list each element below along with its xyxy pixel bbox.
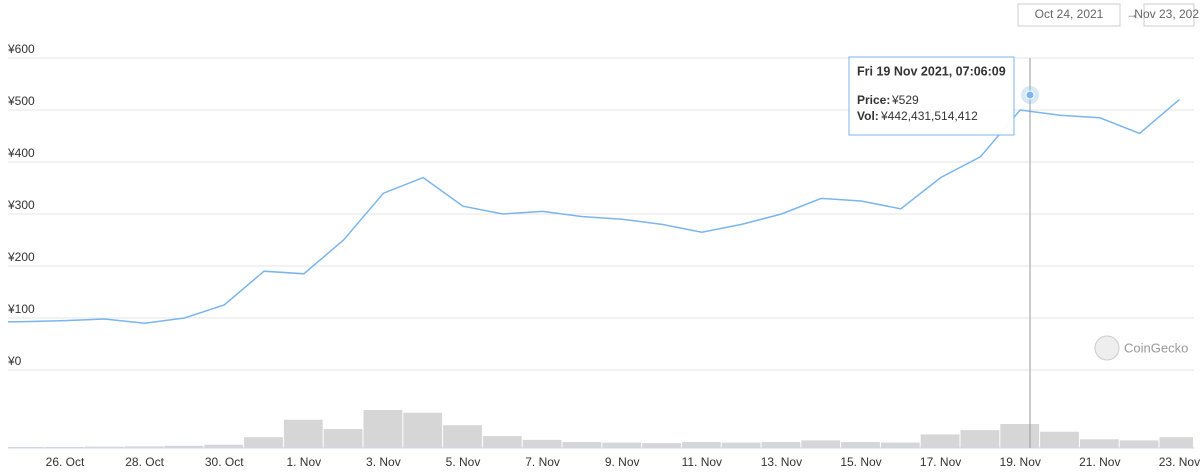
tooltip: Fri 19 Nov 2021, 07:06:09 Price: ¥529 Vo… bbox=[848, 56, 1015, 136]
watermark: CoinGecko bbox=[1094, 335, 1188, 361]
volume-bar bbox=[1159, 437, 1193, 448]
volume-bar bbox=[1079, 439, 1119, 448]
date-from[interactable]: Oct 24, 2021 bbox=[1035, 7, 1104, 21]
volume-bar bbox=[880, 442, 920, 448]
volume-bar bbox=[84, 446, 124, 448]
volume-bar bbox=[1000, 423, 1040, 448]
volume-bar bbox=[681, 442, 721, 448]
volume-bar bbox=[443, 425, 482, 448]
hover-point bbox=[1025, 90, 1035, 100]
tooltip-vol-label: Vol: bbox=[857, 109, 879, 123]
volume-bar bbox=[602, 442, 642, 448]
x-tick-label: 3. Nov bbox=[366, 455, 401, 469]
volume-bar bbox=[403, 412, 443, 448]
volume-bar bbox=[1119, 440, 1159, 448]
y-tick-label: ¥0 bbox=[7, 354, 22, 368]
volume-bar bbox=[283, 419, 323, 448]
watermark-text: CoinGecko bbox=[1124, 340, 1188, 355]
y-tick-label: ¥500 bbox=[7, 94, 35, 108]
volume-bar bbox=[124, 446, 164, 448]
y-tick-label: ¥600 bbox=[7, 42, 35, 56]
date-to[interactable]: Nov 23, 2021 bbox=[1134, 7, 1200, 21]
volume-bar bbox=[482, 436, 522, 448]
volume-bar bbox=[45, 446, 84, 448]
y-tick-label: ¥400 bbox=[7, 146, 35, 160]
volume-bar bbox=[8, 446, 45, 448]
volume-bar bbox=[960, 430, 1000, 448]
volume-bar bbox=[204, 444, 244, 448]
x-tick-label: 7. Nov bbox=[525, 455, 560, 469]
y-tick-label: ¥300 bbox=[7, 198, 35, 212]
volume-bar bbox=[522, 439, 562, 448]
x-tick-label: 21. Nov bbox=[1079, 455, 1120, 469]
x-tick-label: 9. Nov bbox=[605, 455, 640, 469]
volume-bar bbox=[642, 443, 681, 448]
volume-bar bbox=[920, 434, 960, 448]
date-arrow: → bbox=[1126, 7, 1138, 21]
x-tick-label: 30. Oct bbox=[205, 455, 244, 469]
x-tick-label: 1. Nov bbox=[286, 455, 321, 469]
volume-bar bbox=[244, 437, 283, 448]
y-tick-label: ¥200 bbox=[7, 250, 35, 264]
x-tick-label: 28. Oct bbox=[125, 455, 164, 469]
volume-bar bbox=[841, 442, 880, 448]
volume-bar bbox=[323, 429, 363, 448]
tooltip-box bbox=[848, 56, 1015, 136]
x-tick-label: 15. Nov bbox=[840, 455, 881, 469]
x-tick-label: 17. Nov bbox=[920, 455, 961, 469]
tooltip-price: ¥529 bbox=[891, 93, 919, 107]
volume-bar bbox=[363, 410, 403, 448]
tooltip-vol: ¥442,431,514,412 bbox=[880, 109, 978, 123]
date-to-box[interactable] bbox=[1143, 3, 1195, 27]
volume-bar bbox=[1040, 431, 1079, 448]
x-tick-label: 19. Nov bbox=[1000, 455, 1041, 469]
x-tick-label: 26. Oct bbox=[46, 455, 85, 469]
x-tick-label: 23. Nov bbox=[1159, 455, 1200, 469]
volume-bar bbox=[164, 445, 204, 448]
volume-bar bbox=[761, 442, 801, 448]
date-from-box[interactable] bbox=[1017, 3, 1121, 27]
price-line bbox=[8, 99, 1180, 324]
tooltip-title: Fri 19 Nov 2021, 07:06:09 bbox=[857, 64, 1006, 78]
x-tick-label: 5. Nov bbox=[446, 455, 481, 469]
volume-bar bbox=[562, 442, 602, 448]
y-tick-label: ¥100 bbox=[7, 302, 35, 316]
volume-bar bbox=[801, 440, 841, 448]
x-tick-label: 11. Nov bbox=[682, 455, 722, 469]
volume-bar bbox=[721, 442, 761, 448]
date-range[interactable]: Oct 24, 2021 → Nov 23, 2021 bbox=[1017, 3, 1200, 27]
x-tick-label: 13. Nov bbox=[761, 455, 802, 469]
tooltip-price-label: Price: bbox=[857, 93, 890, 107]
